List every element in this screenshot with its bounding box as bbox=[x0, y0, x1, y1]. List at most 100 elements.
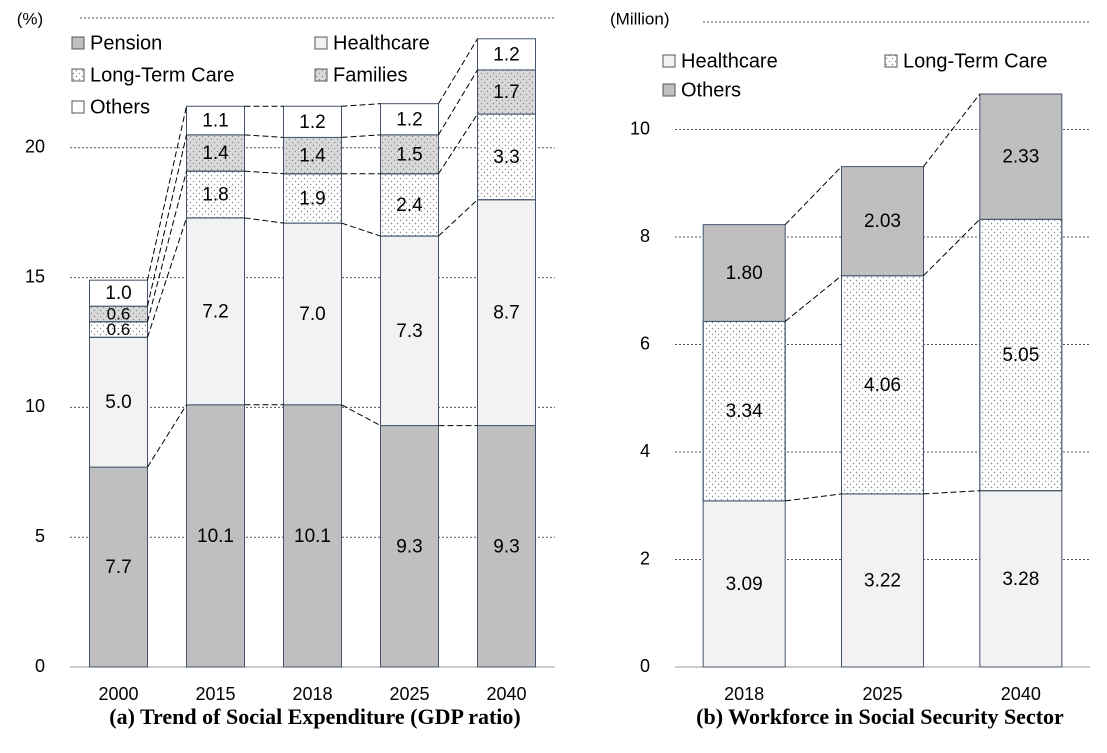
connector bbox=[438, 69, 478, 136]
bar-segment bbox=[186, 105, 245, 136]
connector bbox=[784, 166, 842, 225]
legend-label: Healthcare bbox=[333, 32, 430, 54]
value-label: 7.2 bbox=[202, 301, 228, 322]
x-tick-label: 2018 bbox=[292, 684, 332, 704]
bar-pattern bbox=[283, 173, 342, 224]
bar-segment bbox=[979, 93, 1063, 220]
legend-pattern bbox=[314, 68, 328, 82]
legend-pattern bbox=[71, 68, 85, 82]
legend-label: Long-Term Care bbox=[90, 64, 235, 86]
connector bbox=[438, 113, 478, 175]
y-axis-label: (Million) bbox=[610, 9, 670, 28]
connector bbox=[147, 106, 187, 281]
y-tick-label: 4 bbox=[640, 441, 650, 461]
bar-segment bbox=[702, 500, 786, 668]
legend-label: Others bbox=[681, 79, 741, 101]
value-label: 2.33 bbox=[1002, 147, 1039, 168]
value-label: 3.34 bbox=[726, 401, 763, 422]
connector bbox=[341, 222, 381, 237]
value-label: 1.1 bbox=[202, 111, 228, 132]
bar-pattern bbox=[186, 170, 245, 219]
value-label: 5.05 bbox=[1002, 345, 1039, 366]
bar-segment bbox=[89, 336, 148, 468]
bar-segment bbox=[89, 279, 148, 307]
y-tick-label: 6 bbox=[640, 333, 650, 353]
bar-segment bbox=[283, 222, 342, 406]
value-label: 1.80 bbox=[726, 263, 763, 284]
y-tick-label: 0 bbox=[640, 656, 650, 676]
y-tick-label: 10 bbox=[630, 118, 650, 138]
bar-pattern bbox=[283, 136, 342, 175]
value-label: 3.28 bbox=[1002, 569, 1039, 590]
y-tick-label: 2 bbox=[640, 548, 650, 568]
bar-pattern bbox=[702, 320, 786, 502]
bar-segment bbox=[477, 38, 536, 71]
y-tick-label: 15 bbox=[25, 266, 45, 286]
bar-segment bbox=[89, 466, 148, 668]
value-label: 1.4 bbox=[299, 146, 326, 167]
x-tick-label: 2040 bbox=[486, 684, 526, 704]
value-label: 1.8 bbox=[202, 185, 228, 206]
value-label: 3.09 bbox=[726, 574, 763, 595]
value-label: 1.2 bbox=[493, 44, 519, 65]
connector bbox=[147, 134, 187, 307]
chart-title: (b) Workforce in Social Security Sector bbox=[696, 704, 1064, 729]
y-axis-label: (%) bbox=[17, 9, 43, 28]
y-tick-label: 20 bbox=[25, 137, 45, 157]
value-label: 9.3 bbox=[396, 536, 422, 557]
bar-segment bbox=[283, 404, 342, 668]
value-label: 4.06 bbox=[864, 375, 901, 396]
value-label: 0.6 bbox=[107, 320, 131, 339]
connector bbox=[923, 490, 980, 495]
connector bbox=[147, 404, 187, 468]
x-tick-label: 2015 bbox=[195, 684, 235, 704]
bar-segment bbox=[477, 425, 536, 668]
x-tick-label: 2025 bbox=[862, 684, 902, 704]
connector bbox=[147, 171, 187, 322]
value-label: 1.7 bbox=[493, 82, 519, 103]
y-tick-label: 5 bbox=[35, 526, 45, 546]
connector bbox=[923, 218, 981, 277]
value-label: 3.22 bbox=[864, 570, 901, 591]
y-tick-label: 10 bbox=[25, 396, 45, 416]
legend-swatch bbox=[314, 36, 328, 50]
bar-segment bbox=[186, 404, 245, 668]
connector bbox=[438, 199, 478, 237]
x-tick-label: 2000 bbox=[98, 684, 138, 704]
legend-label: Long-Term Care bbox=[903, 50, 1048, 72]
y-tick-label: 0 bbox=[35, 656, 45, 676]
bar-segment bbox=[841, 166, 924, 277]
bar-segment bbox=[283, 105, 342, 138]
bar-segment bbox=[380, 235, 439, 427]
connector bbox=[244, 217, 284, 224]
value-label: 7.0 bbox=[299, 304, 325, 325]
legend-swatch bbox=[662, 83, 676, 97]
legend-label: Others bbox=[90, 96, 150, 118]
x-tick-label: 2040 bbox=[1001, 684, 1041, 704]
legend-pattern bbox=[884, 54, 898, 68]
connector bbox=[244, 134, 284, 138]
connector bbox=[244, 170, 284, 175]
value-label: 8.7 bbox=[493, 303, 519, 324]
value-label: 1.0 bbox=[105, 283, 131, 304]
connector bbox=[923, 93, 981, 167]
legend-label: Healthcare bbox=[681, 50, 778, 72]
connector bbox=[785, 493, 842, 502]
value-label: 0.6 bbox=[107, 304, 131, 323]
value-label: 1.4 bbox=[202, 143, 229, 164]
bar-pattern bbox=[841, 275, 924, 495]
connector bbox=[341, 404, 381, 427]
connector bbox=[784, 275, 842, 322]
bar-segment bbox=[477, 199, 536, 427]
bar-pattern bbox=[380, 173, 439, 237]
legend-swatch bbox=[71, 36, 85, 50]
value-label: 2.03 bbox=[864, 211, 901, 232]
legend-label: Families bbox=[333, 64, 407, 86]
bar-segment bbox=[702, 224, 786, 322]
value-label: 5.0 bbox=[105, 392, 131, 413]
x-tick-label: 2018 bbox=[724, 684, 764, 704]
connector bbox=[341, 103, 381, 107]
chart-title: (a) Trend of Social Expenditure (GDP rat… bbox=[109, 704, 520, 729]
y-tick-label: 8 bbox=[640, 226, 650, 246]
value-label: 1.2 bbox=[396, 109, 422, 130]
